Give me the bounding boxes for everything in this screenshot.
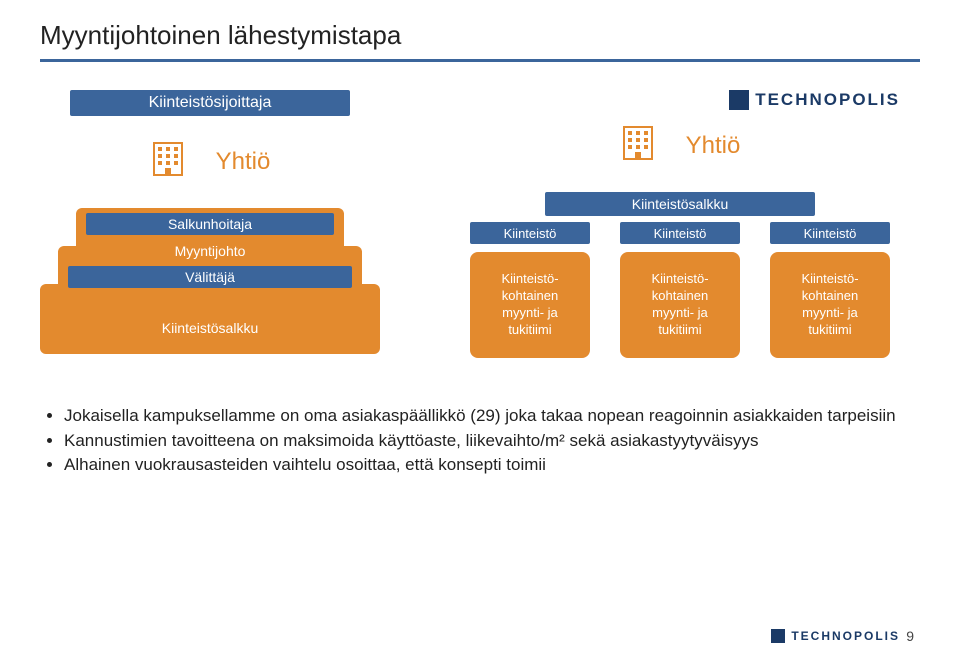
left-column: Kiinteistösijoittaja Yhtiö Salkunhoitaja…	[40, 90, 380, 366]
bullet-1: Jokaisella kampuksellamme on oma asiakas…	[64, 404, 920, 429]
kiinteistosalkku-label-left: Kiinteistösalkku	[58, 320, 362, 336]
bullet-list: Jokaisella kampuksellamme on oma asiakas…	[40, 404, 920, 478]
building-icon	[620, 125, 656, 168]
property-row: Kiinteistö Kiinteistö Kiinteistö	[460, 222, 900, 244]
logo-text: TECHNOPOLIS	[755, 90, 900, 110]
team-box-2: Kiinteistö-kohtainenmyynti- jatukitiimi	[620, 252, 740, 358]
property-bar-2: Kiinteistö	[620, 222, 740, 244]
left-company-label: Yhtiö	[216, 148, 271, 176]
property-bar-1: Kiinteistö	[470, 222, 590, 244]
technopolis-logo: TECHNOPOLIS	[729, 90, 900, 110]
footer-logo-text: TECHNOPOLIS	[791, 629, 900, 643]
top-logo: TECHNOPOLIS	[460, 90, 900, 110]
building-icon	[150, 141, 186, 184]
diagram-area: Kiinteistösijoittaja Yhtiö Salkunhoitaja…	[40, 90, 920, 366]
logo-square-icon	[771, 629, 785, 643]
title-divider	[40, 59, 920, 62]
salkunhoitaja-bar: Salkunhoitaja	[86, 213, 334, 235]
myyntijohto-label: Myyntijohto	[76, 243, 344, 259]
team-row: Kiinteistö-kohtainenmyynti- jatukitiimi …	[460, 252, 900, 358]
logo-square-icon	[729, 90, 749, 110]
team-box-1: Kiinteistö-kohtainenmyynti- jatukitiimi	[470, 252, 590, 358]
kiinteistosalkku-bar: Kiinteistösalkku	[545, 192, 815, 216]
left-company-box: Yhtiö	[60, 134, 360, 190]
right-company-box: Yhtiö	[530, 118, 830, 174]
right-column: TECHNOPOLIS Yhtiö Kiinteistösalkku Kiint…	[460, 90, 900, 366]
team-box-3: Kiinteistö-kohtainenmyynti- jatukitiimi	[770, 252, 890, 358]
page-title: Myyntijohtoinen lähestymistapa	[40, 20, 920, 51]
footer-logo: TECHNOPOLIS	[771, 629, 900, 648]
page-number: 9	[906, 628, 914, 644]
valittaja-bar: Välittäjä	[68, 266, 352, 288]
investor-bar: Kiinteistösijoittaja	[70, 90, 350, 116]
right-company-label: Yhtiö	[686, 132, 741, 160]
left-stack: Salkunhoitaja Myyntijohto Välittäjä Kiin…	[40, 208, 380, 358]
bullet-2: Kannustimien tavoitteena on maksimoida k…	[64, 429, 920, 454]
bullet-3: Alhainen vuokrausasteiden vaihtelu osoit…	[64, 453, 920, 478]
property-bar-3: Kiinteistö	[770, 222, 890, 244]
